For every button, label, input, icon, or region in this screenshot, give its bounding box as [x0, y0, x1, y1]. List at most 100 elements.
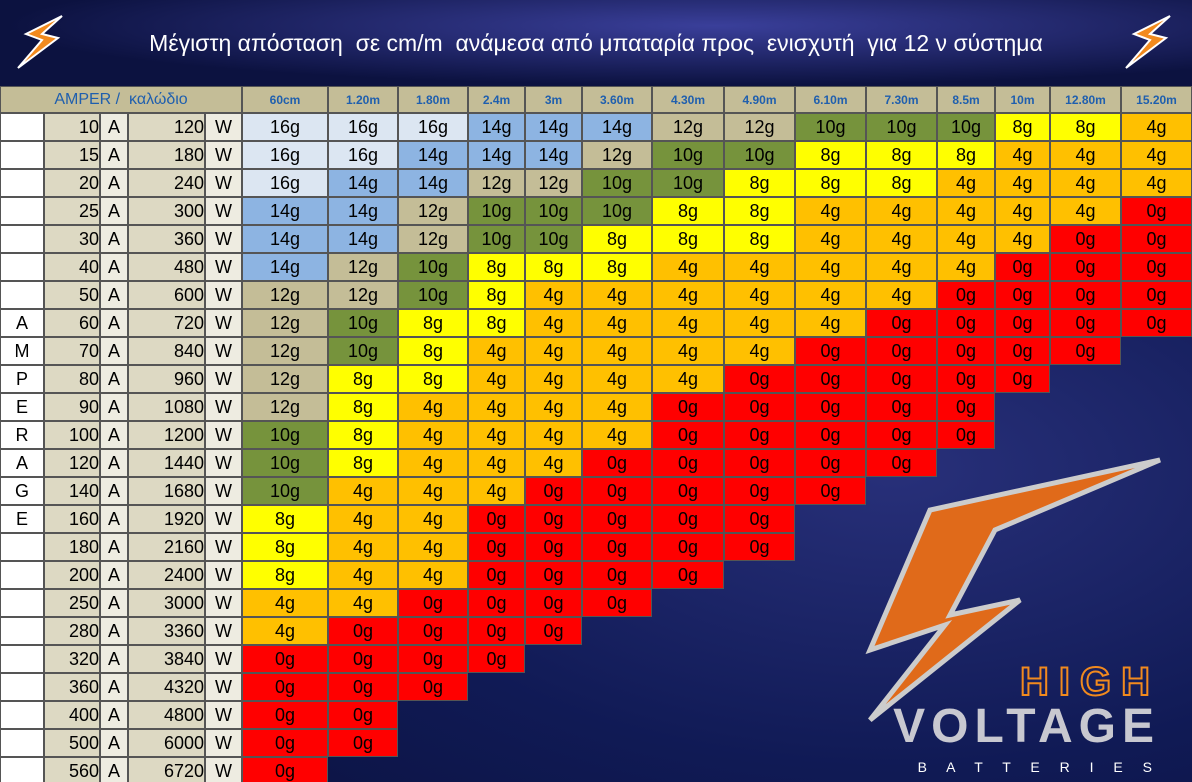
gauge-cell: 14g: [582, 113, 652, 141]
bolt-icon: [1125, 15, 1171, 69]
gauge-cell: 14g: [468, 113, 525, 141]
watts: 120: [128, 113, 205, 141]
side-letter: G: [0, 477, 44, 505]
gauge-cell: 4g: [468, 365, 525, 393]
watts: 180: [128, 141, 205, 169]
side-letter: [0, 729, 44, 757]
gauge-cell: 0g: [937, 337, 995, 365]
gauge-cell: 0g: [525, 533, 582, 561]
amps: 15: [44, 141, 100, 169]
amps: 400: [44, 701, 100, 729]
gauge-cell: 0g: [937, 281, 995, 309]
gauge-cell: 0g: [328, 617, 398, 645]
amp-unit: A: [100, 337, 128, 365]
gauge-cell: 0g: [398, 673, 468, 701]
gauge-cell: 0g: [724, 533, 795, 561]
watts: 300: [128, 197, 205, 225]
gauge-cell: 0g: [525, 561, 582, 589]
gauge-cell: 0g: [795, 365, 866, 393]
gauge-cell: 0g: [1121, 253, 1192, 281]
gauge-cell: 0g: [468, 645, 525, 673]
gauge-cell: 0g: [995, 281, 1050, 309]
gauge-cell: 16g: [398, 113, 468, 141]
gauge-cell: 4g: [468, 337, 525, 365]
gauge-cell: 14g: [242, 253, 328, 281]
gauge-cell: 10g: [795, 113, 866, 141]
gauge-cell: 10g: [652, 141, 724, 169]
gauge-cell: 4g: [525, 365, 582, 393]
gauge-cell: 8g: [582, 253, 652, 281]
column-header: 4.90m: [724, 86, 795, 113]
side-letter: R: [0, 421, 44, 449]
gauge-cell: 0g: [1121, 197, 1192, 225]
gauge-cell: 0g: [1121, 309, 1192, 337]
watts: 1680: [128, 477, 205, 505]
amps: 40: [44, 253, 100, 281]
watt-unit: W: [205, 449, 242, 477]
gauge-cell: 4g: [468, 477, 525, 505]
gauge-cell: 0g: [398, 645, 468, 673]
column-header: 2.4m: [468, 86, 525, 113]
gauge-cell: 4g: [468, 393, 525, 421]
gauge-cell: 4g: [328, 477, 398, 505]
gauge-cell: 8g: [866, 141, 937, 169]
watt-unit: W: [205, 561, 242, 589]
gauge-cell: 0g: [795, 449, 866, 477]
gauge-cell: 4g: [652, 365, 724, 393]
gauge-cell: 4g: [937, 197, 995, 225]
watts: 4320: [128, 673, 205, 701]
gauge-cell: 10g: [525, 225, 582, 253]
gauge-cell: 4g: [866, 281, 937, 309]
gauge-cell: 0g: [398, 617, 468, 645]
gauge-cell: 10g: [328, 309, 398, 337]
gauge-cell: 0g: [866, 393, 937, 421]
column-header: 60cm: [242, 86, 328, 113]
gauge-cell: 4g: [866, 197, 937, 225]
column-header: 3m: [525, 86, 582, 113]
watt-unit: W: [205, 701, 242, 729]
side-letter: [0, 589, 44, 617]
gauge-cell: 0g: [328, 701, 398, 729]
gauge-cell: 4g: [1050, 169, 1121, 197]
amps: 25: [44, 197, 100, 225]
gauge-cell: 0g: [328, 673, 398, 701]
gauge-cell: 0g: [652, 477, 724, 505]
gauge-cell: 16g: [328, 141, 398, 169]
gauge-cell: 0g: [1050, 225, 1121, 253]
watts: 1920: [128, 505, 205, 533]
watts: 600: [128, 281, 205, 309]
watt-unit: W: [205, 253, 242, 281]
side-letter: A: [0, 449, 44, 477]
amp-unit: A: [100, 169, 128, 197]
gauge-cell: 0g: [795, 421, 866, 449]
watt-unit: W: [205, 505, 242, 533]
column-header: 15.20m: [1121, 86, 1192, 113]
gauge-cell: 4g: [1050, 141, 1121, 169]
gauge-cell: 0g: [582, 505, 652, 533]
gauge-cell: 12g: [398, 197, 468, 225]
gauge-cell: 12g: [724, 113, 795, 141]
watts: 480: [128, 253, 205, 281]
gauge-cell: 0g: [468, 589, 525, 617]
gauge-cell: 8g: [242, 533, 328, 561]
watts: 3000: [128, 589, 205, 617]
watt-unit: W: [205, 113, 242, 141]
watt-unit: W: [205, 533, 242, 561]
gauge-cell: 0g: [242, 645, 328, 673]
amps: 70: [44, 337, 100, 365]
amp-unit: A: [100, 393, 128, 421]
side-letter: [0, 673, 44, 701]
gauge-cell: 0g: [866, 365, 937, 393]
gauge-cell: 0g: [724, 393, 795, 421]
gauge-cell: 12g: [242, 337, 328, 365]
gauge-cell: 10g: [468, 225, 525, 253]
gauge-cell: 4g: [582, 309, 652, 337]
side-letter: [0, 533, 44, 561]
gauge-cell: 4g: [652, 309, 724, 337]
amps: 180: [44, 533, 100, 561]
watts: 240: [128, 169, 205, 197]
watts: 6720: [128, 757, 205, 782]
amps: 60: [44, 309, 100, 337]
gauge-cell: 12g: [582, 141, 652, 169]
watts: 4800: [128, 701, 205, 729]
